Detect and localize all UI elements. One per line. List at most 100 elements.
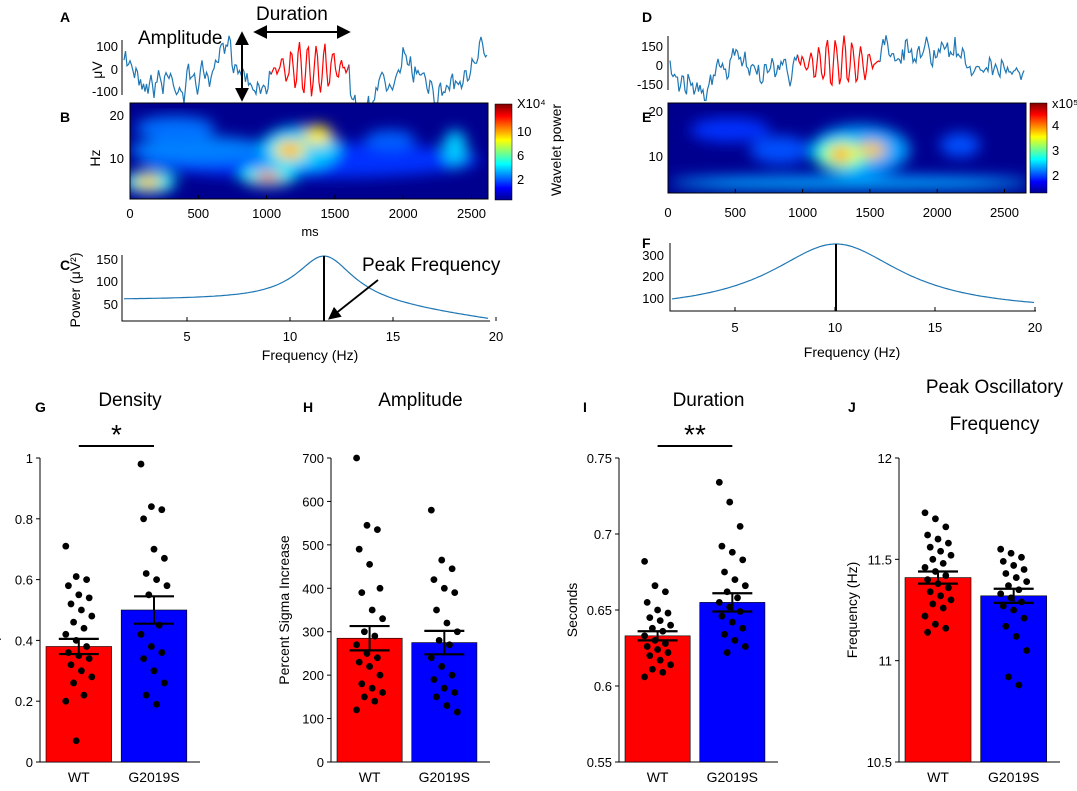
data-point [929,555,937,563]
data-point [376,671,384,679]
tick: 2500 [457,206,486,221]
spectrogram-e-blobs [670,118,1026,189]
significance-marker: * [111,419,122,450]
data-point [947,551,955,559]
panel-e-xticks: 0 500 1000 1500 2000 2500 [664,189,1019,220]
panel-label-f: F [642,235,651,251]
tick: 5 [183,329,190,344]
data-point [62,697,70,705]
data-point [664,649,672,656]
data-point [937,547,945,555]
panel-a-ylabel: μV [89,61,105,79]
tick: 0 [664,205,671,220]
data-point [643,643,651,650]
chart-title: Density [98,390,162,411]
data-point [739,624,747,632]
spectrogram-b-frame [129,102,489,200]
colorbar-b [494,103,513,201]
data-point [353,454,360,462]
data-point [358,589,366,597]
data-point [446,641,453,649]
colorbar-b-exponent: X10⁴ [517,96,546,111]
data-point [999,602,1007,610]
tick: -150 [637,77,663,92]
panel-b-ylabel: Hz [87,149,103,166]
data-point [85,655,93,663]
data-point [718,612,726,620]
tick: 1000 [788,205,817,220]
tick: 150 [96,252,118,267]
data-point [443,702,451,709]
data-point [433,606,440,614]
data-point [924,576,932,583]
data-point [942,572,950,579]
panel-c-xlabel: Frequency (Hz) [262,347,358,363]
panel-f-xlabel: Frequency (Hz) [804,344,900,360]
data-point [924,628,932,636]
data-point [945,539,952,547]
chart-ylabel: Seconds [564,583,580,637]
y-tick-label: 400 [302,581,324,596]
data-point [435,637,443,644]
panel-a: A μV 100 0 -100 Amplitude Duration [60,4,488,122]
data-point [723,649,731,656]
y-tick-label: 600 [302,494,324,509]
tick: 100 [642,291,664,306]
significance-marker: ** [684,419,706,450]
tick: 6 [517,148,524,163]
data-point [667,621,674,629]
bar-wt [45,646,112,763]
data-point [379,615,386,623]
panel-f: F 300 200 100 5 10 15 20 Frequency (Hz) [642,235,1042,360]
data-point [373,654,381,662]
data-point [721,568,728,576]
data-point [65,582,72,590]
y-tick-label: 0.65 [587,603,612,618]
panel-label-h: H [303,399,313,415]
y-tick-label: 200 [302,668,324,683]
data-point [937,592,945,600]
data-point [62,542,70,550]
bar-g2019s [411,642,478,763]
chart-g: G Density Spindles/min 0 0.2 0.4 0.6 0.8 1 WT G201… [0,390,200,785]
chart-title: Amplitude [378,390,463,411]
spindle-trace-a [270,42,350,97]
data-point [726,498,734,506]
tick: 500 [724,205,746,220]
panel-b-xlabel: ms [301,224,319,239]
tick: 100 [96,274,118,289]
y-tick-label: 12 [878,451,892,466]
tick: 20 [110,108,124,123]
panel-f-axes [669,243,1036,312]
data-point [430,676,438,683]
category-label: G2019S [988,769,1039,785]
y-tick-label: 1 [26,451,33,466]
eeg-trace-d [669,48,799,102]
chart-h: H Amplitude Percent Sigma Increase 0 100 200 3… [276,390,490,785]
y-tick-label: 0.6 [15,573,33,588]
tick: 150 [641,39,663,54]
tick: 2 [1052,168,1059,183]
tick: 20 [1028,320,1042,335]
data-point [158,649,166,656]
data-point [358,680,366,688]
data-point [929,600,937,608]
tick: 200 [642,269,664,284]
tick: 1500 [855,205,884,220]
tick: 15 [928,320,942,335]
data-point [148,643,155,650]
data-point [1005,673,1012,681]
data-point [1020,566,1028,573]
annotation-amplitude: Amplitude [138,28,223,49]
y-tick-label: 500 [302,538,324,553]
data-point [150,545,158,553]
data-point [78,667,85,675]
data-point [656,656,664,664]
panel-c-xticks: 5 10 15 20 [183,317,503,344]
tick: 50 [104,297,118,312]
data-point [1015,681,1023,689]
data-point [158,506,166,514]
data-point [85,594,93,602]
panel-label-e: E [642,109,651,125]
